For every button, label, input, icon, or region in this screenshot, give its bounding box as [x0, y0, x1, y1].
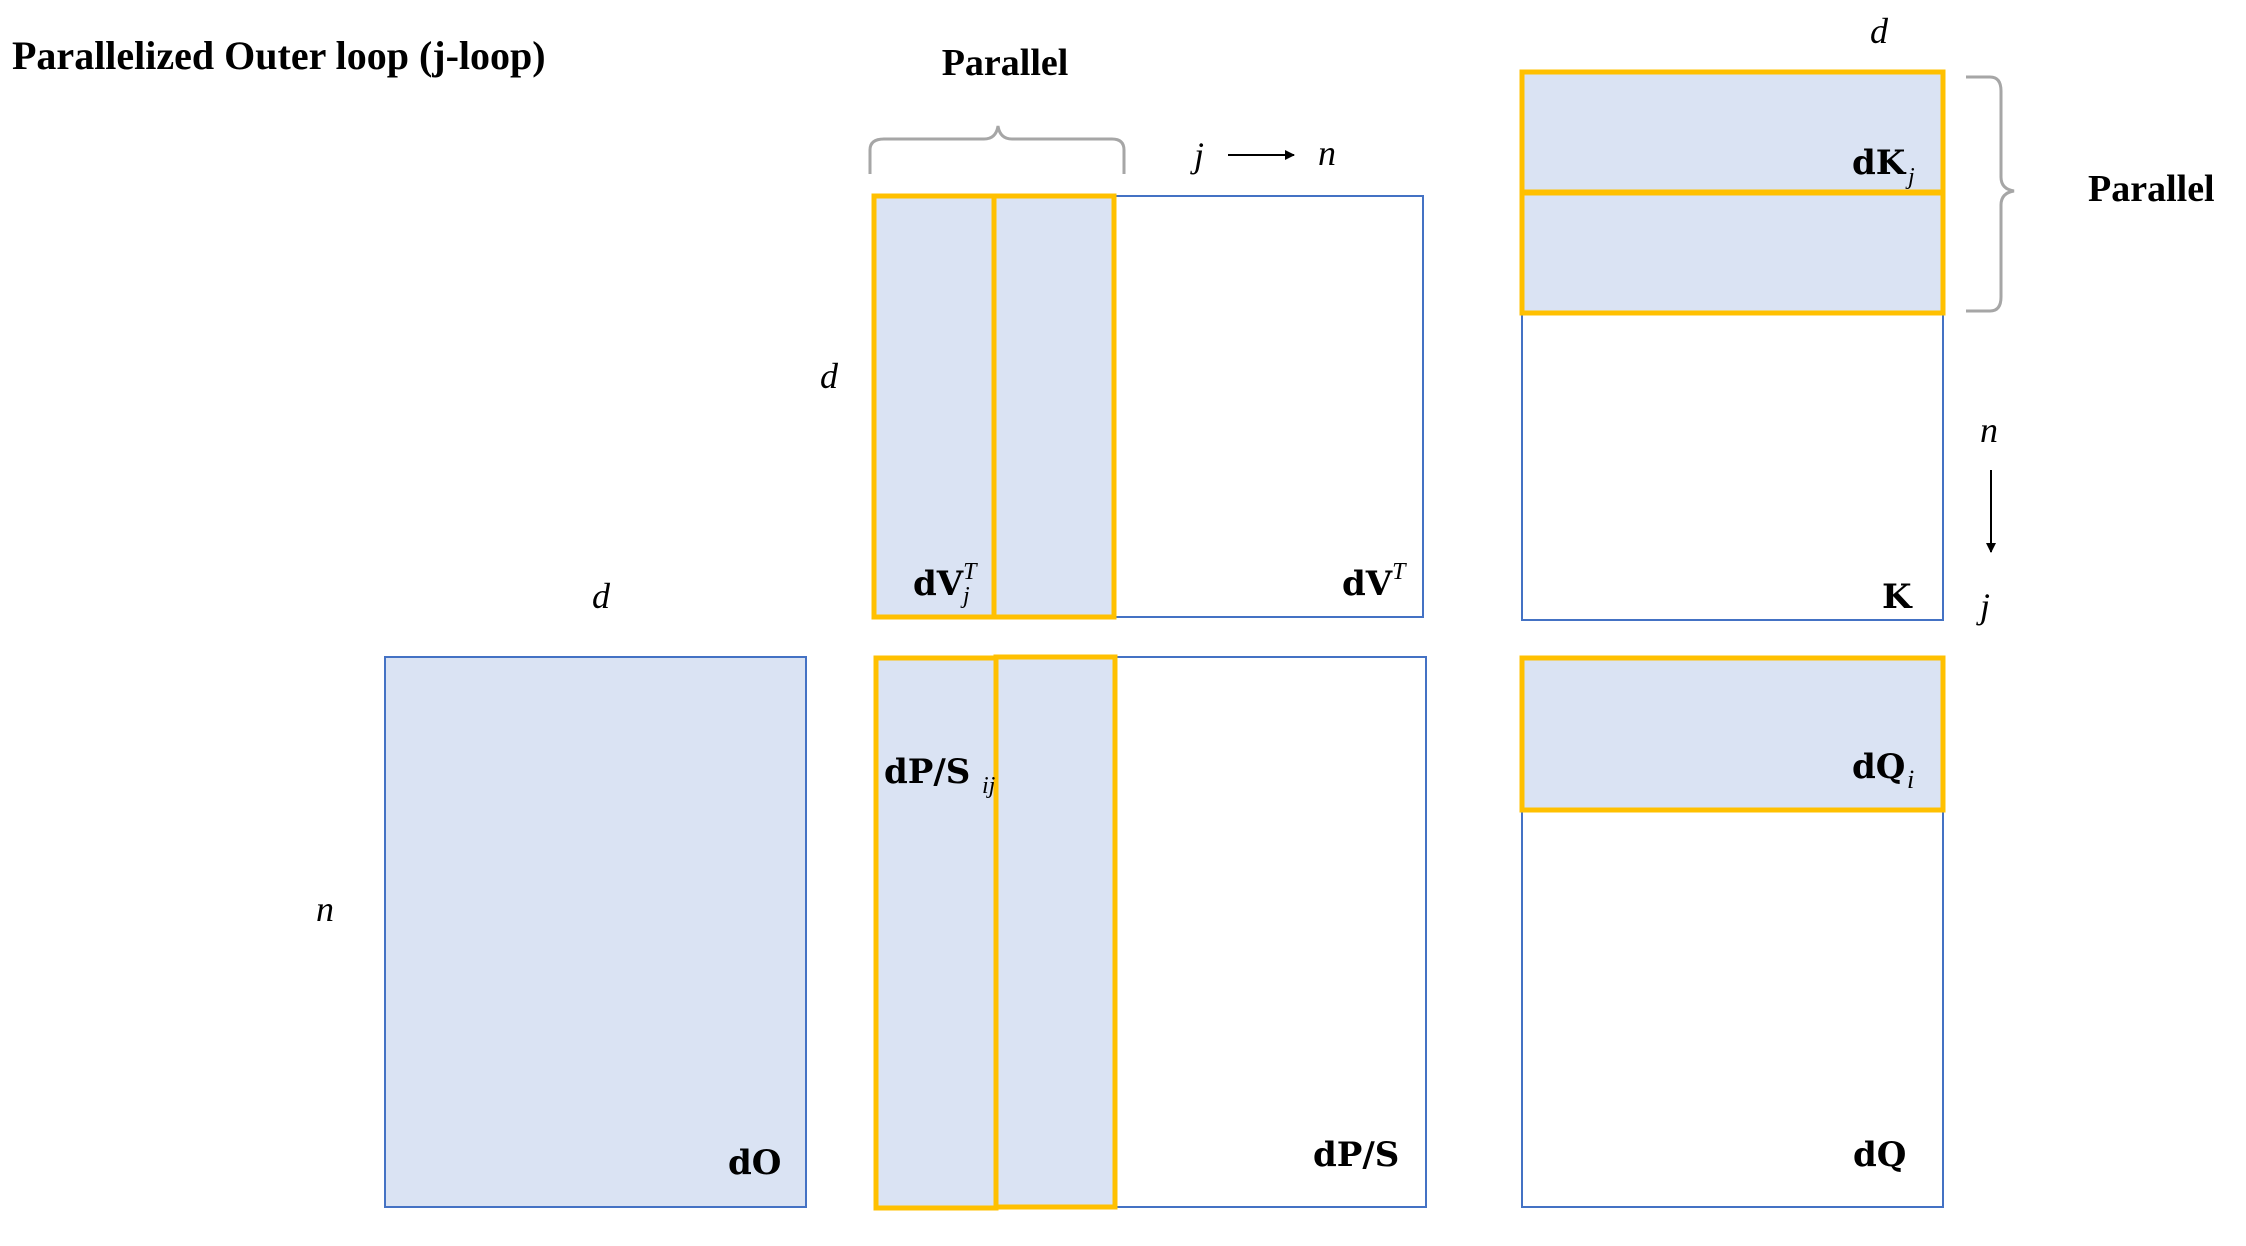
parallel-label-top: Parallel — [942, 42, 1069, 84]
brace-top — [868, 125, 1126, 174]
parallel-brace-top: Parallel — [868, 42, 1126, 174]
dvt-block-j1 — [871, 193, 997, 620]
dkj-label: dK — [1852, 143, 1907, 183]
dim-n-top: n — [1318, 133, 1336, 173]
parallel-brace-right: Parallel — [1966, 75, 2215, 313]
dvjt-subscript: j — [960, 583, 970, 609]
dps-label: dP/S — [1313, 1135, 1399, 1175]
dvt-matrix: dVT dVT j — [871, 193, 1424, 620]
do-label: dO — [728, 1143, 781, 1183]
k-matrix: K dK j — [1519, 69, 1946, 621]
n-to-j-arrow: n j — [1976, 410, 1998, 626]
dim-d-top-right: d — [1870, 11, 1889, 51]
dpsij-subscript: ij — [982, 773, 996, 799]
dim-n-right: n — [1980, 410, 1998, 450]
brace-right — [1966, 75, 2015, 313]
k-label: K — [1882, 577, 1913, 617]
k-block-2 — [1519, 190, 1946, 316]
dps-block-2 — [993, 654, 1118, 1210]
dq-label: dQ — [1853, 1135, 1906, 1175]
dvt-block-j2 — [991, 193, 1117, 620]
dq-block-i — [1519, 655, 1946, 813]
dqi-label: dQ — [1852, 747, 1905, 787]
parallel-label-right: Parallel — [2088, 168, 2215, 210]
dim-d-left-bottom: d — [592, 576, 611, 616]
diagram-title: Parallelized Outer loop (j-loop) — [12, 33, 546, 78]
dim-j-top: j — [1190, 135, 1204, 175]
j-to-n-arrow: j n — [1190, 133, 1336, 175]
k-block-1 — [1519, 69, 1946, 195]
dvjt-label: dVT — [913, 559, 978, 604]
dqi-subscript: i — [1907, 765, 1914, 794]
dq-matrix: dQ dQ i — [1519, 655, 1946, 1208]
do-matrix: dO — [384, 656, 807, 1208]
dim-d-left-top: d — [820, 356, 839, 396]
dps-matrix: dP/S dP/S ij — [873, 654, 1427, 1211]
dvt-label: dVT — [1342, 559, 1407, 604]
do-matrix-outline — [384, 656, 807, 1208]
dim-j-right: j — [1976, 586, 1990, 626]
dkj-subscript: j — [1905, 164, 1915, 190]
dps-block-1 — [873, 655, 999, 1211]
dpsij-label: dP/S — [884, 752, 970, 792]
dim-n-left: n — [316, 889, 334, 929]
